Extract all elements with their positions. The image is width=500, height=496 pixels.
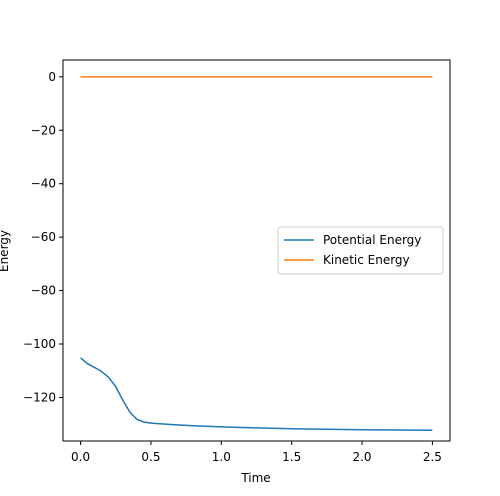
y-tick-label: 0 [48,70,56,84]
x-tick-label: 2.5 [423,450,442,464]
y-tick-label: −100 [23,337,56,351]
y-axis-label: Energy [0,230,11,272]
legend-label-potential: Potential Energy [323,233,421,247]
legend: Potential Energy Kinetic Energy [277,226,444,275]
x-tick-label: 1.0 [212,450,231,464]
x-tick-label: 0.5 [141,450,160,464]
y-tick-label: −80 [31,284,56,298]
series-line-potential-energy [80,357,433,432]
x-tick-label: 2.0 [352,450,371,464]
legend-label-kinetic: Kinetic Energy [323,253,410,267]
x-axis-label: Time [240,471,270,485]
plot-frame [62,59,451,442]
y-tick-label: −120 [23,390,56,404]
x-tick-label: 0.0 [71,450,90,464]
series-layer [80,76,433,432]
y-tick-label: −40 [31,177,56,191]
legend-box [277,226,444,275]
x-tick-label: 1.5 [282,450,301,464]
y-tick-label: −20 [31,123,56,137]
ticks-layer: 0.0 0.5 1.0 1.5 2.0 2.5 0 −20 −40 −60 −80 −100 −120 [23,70,442,464]
y-tick-label: −60 [31,230,56,244]
